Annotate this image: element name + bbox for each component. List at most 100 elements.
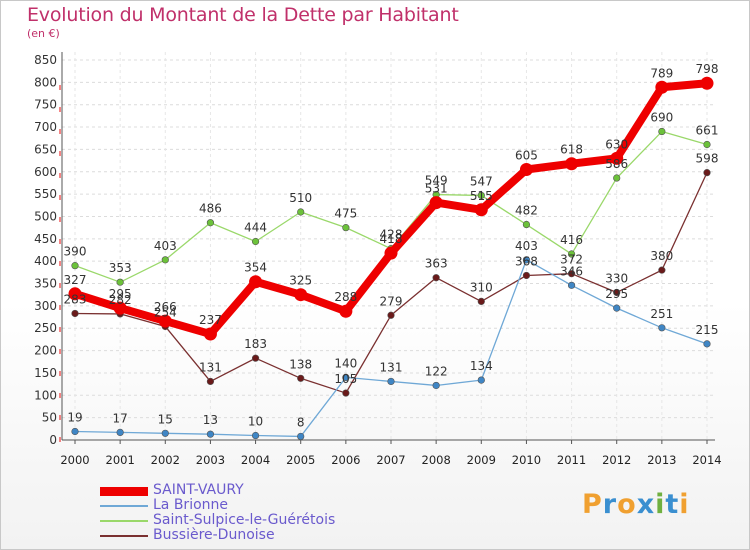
series-point-1 <box>251 431 260 440</box>
data-label-0: 789 <box>650 66 673 80</box>
data-label-2: 403 <box>154 239 177 253</box>
series-point-0 <box>655 80 669 94</box>
series-point-0 <box>565 157 579 171</box>
series-point-2 <box>206 219 215 227</box>
data-label-3: 368 <box>515 254 538 268</box>
series-point-2 <box>703 140 711 149</box>
series-point-0 <box>294 288 308 302</box>
data-label-3: 279 <box>380 294 403 308</box>
y-tick-label: 350 <box>34 277 57 291</box>
series-point-3 <box>477 297 485 306</box>
data-label-0: 354 <box>244 261 267 275</box>
x-tick-label: 2003 <box>196 453 225 467</box>
x-tick-label: 2009 <box>467 453 496 467</box>
data-label-0: 418 <box>380 232 403 246</box>
series-point-1 <box>71 427 79 436</box>
series-point-1 <box>477 376 485 384</box>
legend-swatch <box>100 535 148 537</box>
legend-swatch <box>100 486 148 496</box>
y-tick-label: 300 <box>34 299 57 313</box>
y-tick-label: 600 <box>34 165 57 179</box>
data-label-2: 690 <box>650 111 673 125</box>
data-label-1: 295 <box>605 287 628 301</box>
data-label-3: 363 <box>425 257 448 271</box>
proxiti-logo: Proxiti <box>582 489 690 520</box>
data-label-0: 288 <box>334 290 357 304</box>
y-tick-label: 150 <box>34 366 57 380</box>
series-point-3 <box>658 266 666 274</box>
x-tick-label: 2002 <box>151 453 180 467</box>
series-point-3 <box>703 169 711 177</box>
legend-swatch <box>100 505 148 507</box>
y-tick-label: 100 <box>34 388 57 402</box>
data-label-3: 330 <box>605 271 628 285</box>
series-point-0 <box>68 287 82 301</box>
chart-title: Evolution du Montant de la Dette par Hab… <box>27 4 459 26</box>
series-point-0 <box>700 76 714 90</box>
series-point-1 <box>703 340 711 348</box>
series-point-2 <box>522 220 531 229</box>
data-label-3: 283 <box>64 292 87 306</box>
y-tick-label: 700 <box>34 120 57 134</box>
data-label-1: 8 <box>297 415 305 429</box>
series-point-2 <box>71 262 79 270</box>
logo-letter: r <box>602 489 618 520</box>
series-point-3 <box>251 354 260 362</box>
series-point-0 <box>339 304 353 318</box>
data-label-1: 134 <box>470 359 493 373</box>
series-point-1 <box>567 281 576 289</box>
data-label-0: 327 <box>64 273 87 287</box>
series-point-2 <box>477 191 485 200</box>
data-label-2: 586 <box>605 157 628 171</box>
legend-label: Bussière-Dunoise <box>153 527 275 543</box>
data-label-1: 403 <box>515 239 538 253</box>
x-tick-label: 2014 <box>692 453 721 467</box>
series-point-1 <box>342 373 350 382</box>
series-point-0 <box>249 275 263 289</box>
x-tick-label: 2013 <box>647 453 676 467</box>
series-point-1 <box>387 377 395 386</box>
data-label-2: 390 <box>64 245 87 259</box>
x-tick-label: 2010 <box>512 453 541 467</box>
series-point-1 <box>116 428 124 437</box>
series-point-2 <box>567 250 576 258</box>
y-tick-label: 500 <box>34 209 57 223</box>
data-label-1: 140 <box>334 356 357 370</box>
data-label-2: 661 <box>696 123 719 137</box>
series-point-2 <box>613 174 621 182</box>
data-label-1: 17 <box>113 411 128 425</box>
series-point-3 <box>297 374 305 382</box>
series-point-3 <box>71 309 79 318</box>
data-label-0: 605 <box>515 149 538 163</box>
data-label-2: 482 <box>515 204 538 218</box>
series-point-3 <box>387 311 395 319</box>
data-label-2: 549 <box>425 174 448 188</box>
legend-label: Saint-Sulpice-le-Guérétois <box>153 512 336 528</box>
data-label-0: 531 <box>425 182 448 196</box>
series-point-0 <box>113 301 127 315</box>
x-tick-label: 2012 <box>602 453 631 467</box>
data-label-1: 251 <box>650 307 673 321</box>
data-label-2: 475 <box>334 207 357 221</box>
x-tick-label: 2008 <box>422 453 451 467</box>
series-point-1 <box>522 256 531 264</box>
data-label-1: 10 <box>248 415 263 429</box>
x-tick-label: 2006 <box>331 453 360 467</box>
legend-swatch <box>100 520 148 522</box>
data-label-2: 428 <box>380 228 403 242</box>
data-label-2: 486 <box>199 202 222 216</box>
data-label-3: 372 <box>560 253 583 267</box>
logo-letter: x <box>636 489 656 520</box>
series-point-0 <box>429 196 443 210</box>
series-point-3 <box>342 389 350 397</box>
data-label-3: 310 <box>470 280 493 294</box>
x-tick-label: 2000 <box>60 453 89 467</box>
data-label-0: 515 <box>470 189 493 203</box>
series-point-0 <box>203 327 217 341</box>
logo-letter: i <box>655 489 666 520</box>
series-point-2 <box>251 237 260 246</box>
data-label-3: 131 <box>199 360 222 374</box>
series-point-3 <box>432 274 440 282</box>
data-label-3: 282 <box>109 293 132 307</box>
